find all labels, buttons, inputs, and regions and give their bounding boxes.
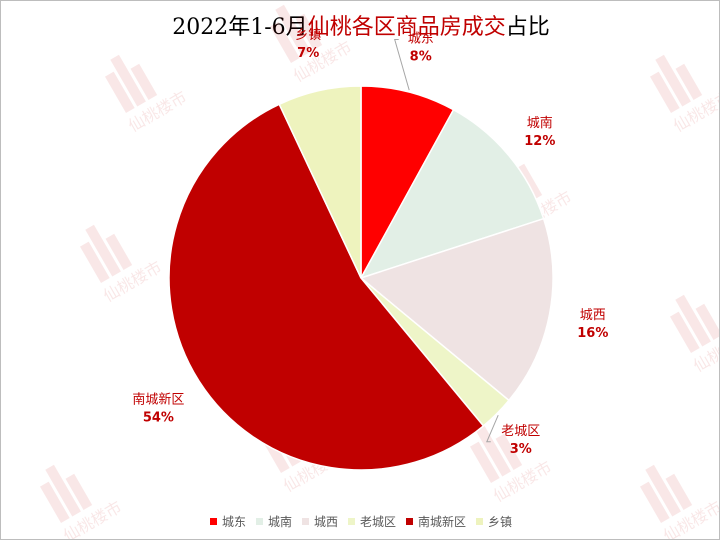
data-label-south: 城南 12% bbox=[524, 115, 555, 149]
chart-legend: 城东 城南 城西 老城区 南城新区 乡镇 bbox=[1, 511, 719, 531]
pie-slice-west bbox=[359, 217, 554, 402]
legend-label: 城东 bbox=[221, 514, 246, 529]
data-label-township: 乡镇 7% bbox=[295, 28, 321, 61]
watermark-logo-icon: 仙桃楼市 bbox=[270, 4, 355, 86]
leader-lines bbox=[394, 39, 499, 443]
legend-item-south-new: 南城新区 bbox=[406, 513, 466, 530]
legend-item-south: 城南 bbox=[255, 513, 292, 530]
data-label-east: 城东 8% bbox=[408, 32, 434, 65]
pie-slices bbox=[168, 85, 554, 471]
legend-swatch bbox=[301, 517, 309, 525]
legend-item-township: 乡镇 bbox=[476, 513, 512, 530]
pie-slice-south-new bbox=[168, 103, 485, 471]
legend-swatch bbox=[348, 517, 355, 525]
chart-title-part1: 2022年1-6月 bbox=[172, 15, 308, 40]
pie-slice-township bbox=[278, 85, 362, 279]
legend-label: 老城区 bbox=[360, 514, 397, 529]
legend-label: 城西 bbox=[313, 514, 338, 529]
watermark-logo-icon: 仙桃楼市 bbox=[670, 294, 719, 376]
legend-swatch bbox=[476, 517, 484, 525]
watermark-logo-icon: 仙桃楼市 bbox=[650, 54, 719, 136]
data-labels: 城东 8% 城南 12% 城西 16% 老城区 3% 南城新区 54% 乡镇 7% bbox=[132, 28, 608, 457]
leader-line-old-town bbox=[486, 415, 499, 443]
data-label-west: 城西 16% bbox=[577, 308, 608, 341]
chart-title-part2: 仙桃各区商品房成交 bbox=[307, 15, 506, 40]
legend-swatch bbox=[255, 517, 263, 525]
legend-label: 城南 bbox=[267, 514, 292, 529]
leader-line-east bbox=[394, 39, 410, 91]
watermark-logo-icon: 仙桃楼市 bbox=[105, 54, 190, 136]
data-label-south-new: 南城新区 54% bbox=[132, 392, 184, 426]
legend-item-east: 城东 bbox=[209, 513, 246, 530]
pie-slice-east bbox=[360, 85, 455, 279]
legend-item-old-town: 老城区 bbox=[348, 513, 396, 530]
legend-swatch bbox=[406, 517, 414, 525]
legend-label: 乡镇 bbox=[488, 514, 513, 529]
chart-title: 2022年1-6月仙桃各区商品房成交占比 bbox=[1, 9, 719, 41]
watermark-logo-icon: 仙桃楼市 bbox=[80, 224, 165, 306]
data-label-old-town: 老城区 3% bbox=[501, 424, 540, 457]
legend-label: 南城新区 bbox=[418, 514, 467, 529]
pie-slice-south bbox=[359, 108, 545, 280]
legend-swatch bbox=[209, 517, 217, 525]
legend-item-west: 城西 bbox=[301, 513, 338, 530]
chart-title-part3: 占比 bbox=[505, 15, 550, 40]
